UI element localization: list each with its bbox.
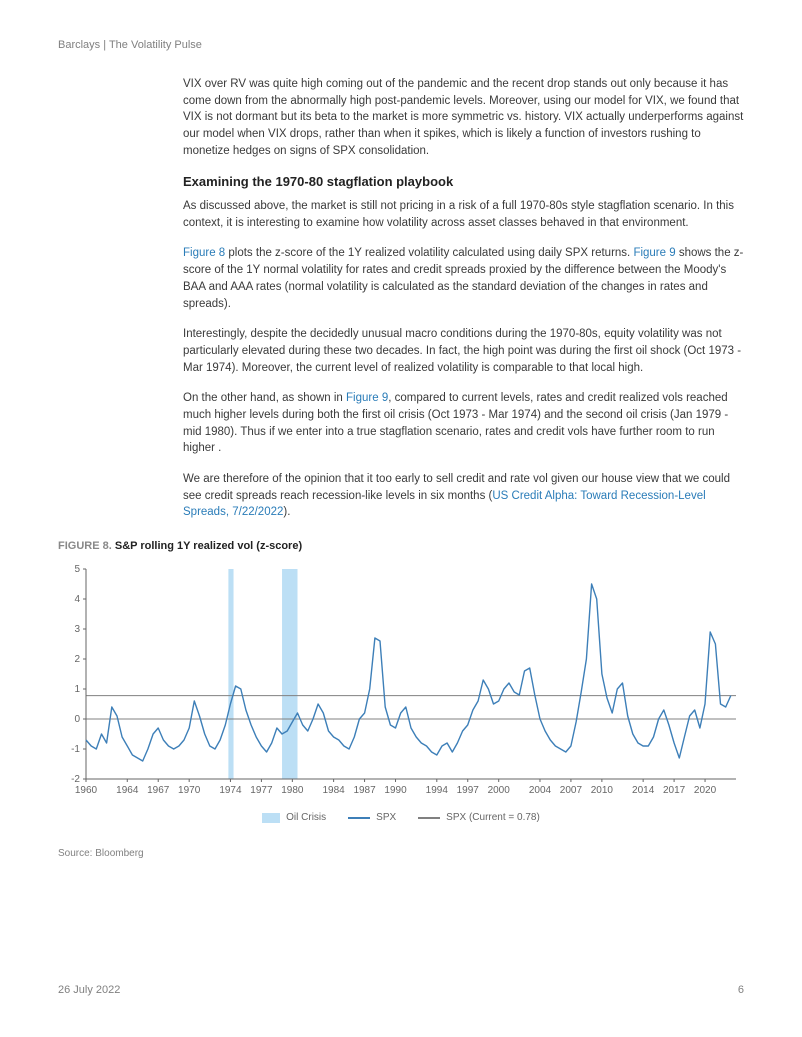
section-heading: Examining the 1970-80 stagflation playbo… [183, 173, 744, 192]
legend-label: SPX (Current = 0.78) [446, 811, 540, 826]
svg-text:5: 5 [74, 564, 80, 575]
svg-text:1974: 1974 [219, 785, 242, 796]
legend-label: SPX [376, 811, 396, 826]
figure8-link[interactable]: Figure 8 [183, 247, 225, 259]
svg-text:1967: 1967 [147, 785, 170, 796]
svg-text:2000: 2000 [488, 785, 511, 796]
legend-label: Oil Crisis [286, 811, 326, 826]
svg-text:2: 2 [74, 654, 80, 665]
legend-oil-crisis: Oil Crisis [262, 811, 326, 826]
svg-text:1: 1 [74, 684, 80, 695]
svg-text:1994: 1994 [426, 785, 449, 796]
svg-text:2014: 2014 [632, 785, 655, 796]
figure8-chart: -2 -1 0 1 2 3 4 5 1960 1964 1967 1970 1974 1977 1980 19… [58, 563, 744, 805]
svg-text:1987: 1987 [353, 785, 376, 796]
svg-text:1984: 1984 [322, 785, 345, 796]
paragraph: As discussed above, the market is still … [183, 198, 744, 231]
text-run: ). [283, 506, 290, 518]
svg-text:0: 0 [74, 714, 80, 725]
body-text-column: VIX over RV was quite high coming out of… [183, 76, 744, 521]
figure-caption: FIGURE 8. S&P rolling 1Y realized vol (z… [58, 539, 744, 555]
page-footer: 26 July 2022 6 [58, 983, 744, 999]
paragraph: We are therefore of the opinion that it … [183, 471, 744, 521]
text-run: On the other hand, as shown in [183, 392, 346, 404]
svg-text:1964: 1964 [116, 785, 139, 796]
svg-text:1960: 1960 [75, 785, 98, 796]
figure9-link[interactable]: Figure 9 [633, 247, 675, 259]
footer-page-number: 6 [738, 983, 744, 999]
figure-source: Source: Bloomberg [58, 847, 744, 862]
figure-title: S&P rolling 1Y realized vol (z-score) [115, 540, 302, 552]
svg-text:2007: 2007 [560, 785, 583, 796]
footer-date: 26 July 2022 [58, 983, 120, 999]
paragraph: VIX over RV was quite high coming out of… [183, 76, 744, 159]
paragraph: On the other hand, as shown in Figure 9,… [183, 390, 744, 457]
svg-text:2010: 2010 [591, 785, 614, 796]
svg-text:1990: 1990 [384, 785, 407, 796]
current-swatch-icon [418, 817, 440, 819]
paragraph: Interestingly, despite the decidedly unu… [183, 326, 744, 376]
oil-swatch-icon [262, 813, 280, 823]
legend-current: SPX (Current = 0.78) [418, 811, 540, 826]
svg-text:2017: 2017 [663, 785, 686, 796]
svg-text:1977: 1977 [250, 785, 273, 796]
figure-label-prefix: FIGURE 8. [58, 540, 112, 552]
svg-text:1997: 1997 [457, 785, 480, 796]
svg-text:4: 4 [74, 594, 80, 605]
chart-legend: Oil Crisis SPX SPX (Current = 0.78) [58, 811, 744, 826]
page-header: Barclays | The Volatility Pulse [58, 38, 744, 54]
svg-text:-2: -2 [71, 774, 80, 785]
svg-text:1980: 1980 [281, 785, 304, 796]
figure9-link[interactable]: Figure 9 [346, 392, 388, 404]
text-run: plots the z-score of the 1Y realized vol… [225, 247, 633, 259]
svg-text:3: 3 [74, 624, 80, 635]
spx-swatch-icon [348, 817, 370, 819]
legend-spx: SPX [348, 811, 396, 826]
svg-text:-1: -1 [71, 744, 80, 755]
svg-text:2020: 2020 [694, 785, 717, 796]
svg-text:1970: 1970 [178, 785, 201, 796]
paragraph: Figure 8 plots the z-score of the 1Y rea… [183, 245, 744, 312]
svg-text:2004: 2004 [529, 785, 552, 796]
